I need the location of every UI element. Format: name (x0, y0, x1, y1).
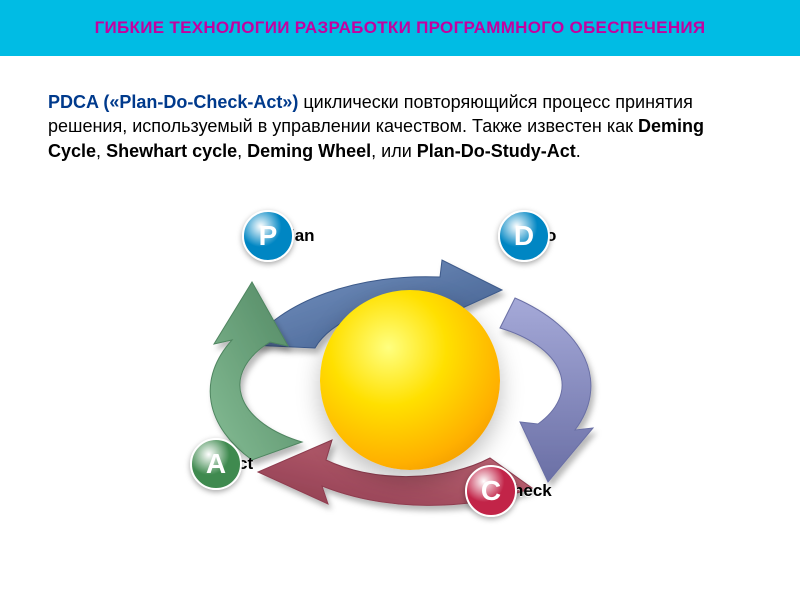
node-plan-circle: P (242, 210, 294, 262)
node-plan: P lan (242, 210, 315, 262)
node-do: D o (498, 210, 556, 262)
sep1: , (96, 141, 106, 161)
bold-deming-wheel: Deming Wheel (247, 141, 371, 161)
arrow-act (210, 282, 302, 460)
sep3: , или (371, 141, 417, 161)
period: . (576, 141, 581, 161)
node-do-circle: D (498, 210, 550, 262)
body-paragraph: PDCA («Plan-Do-Check-Act») циклически по… (0, 56, 800, 163)
node-do-letter: D (514, 220, 534, 252)
pdca-cycle-diagram: P lan D o C heck A ct (0, 210, 800, 590)
slide-title: ГИБКИЕ ТЕХНОЛОГИИ РАЗРАБОТКИ ПРОГРАММНОГ… (20, 18, 780, 38)
bold-shewhart-cycle: Shewhart cycle (106, 141, 237, 161)
node-check-suffix: heck (513, 481, 552, 501)
sep2: , (237, 141, 247, 161)
node-plan-letter: P (259, 220, 278, 252)
node-act: A ct (190, 438, 253, 490)
pdca-lead: PDCA («Plan-Do-Check-Act») (48, 92, 298, 112)
node-check-letter: C (481, 475, 501, 507)
node-check: C heck (465, 465, 552, 517)
arrow-do (500, 298, 593, 482)
center-sphere (320, 290, 500, 470)
node-act-letter: A (206, 448, 226, 480)
slide-header: ГИБКИЕ ТЕХНОЛОГИИ РАЗРАБОТКИ ПРОГРАММНОГ… (0, 0, 800, 56)
node-check-circle: C (465, 465, 517, 517)
bold-pdsa: Plan-Do-Study-Act (417, 141, 576, 161)
node-act-circle: A (190, 438, 242, 490)
